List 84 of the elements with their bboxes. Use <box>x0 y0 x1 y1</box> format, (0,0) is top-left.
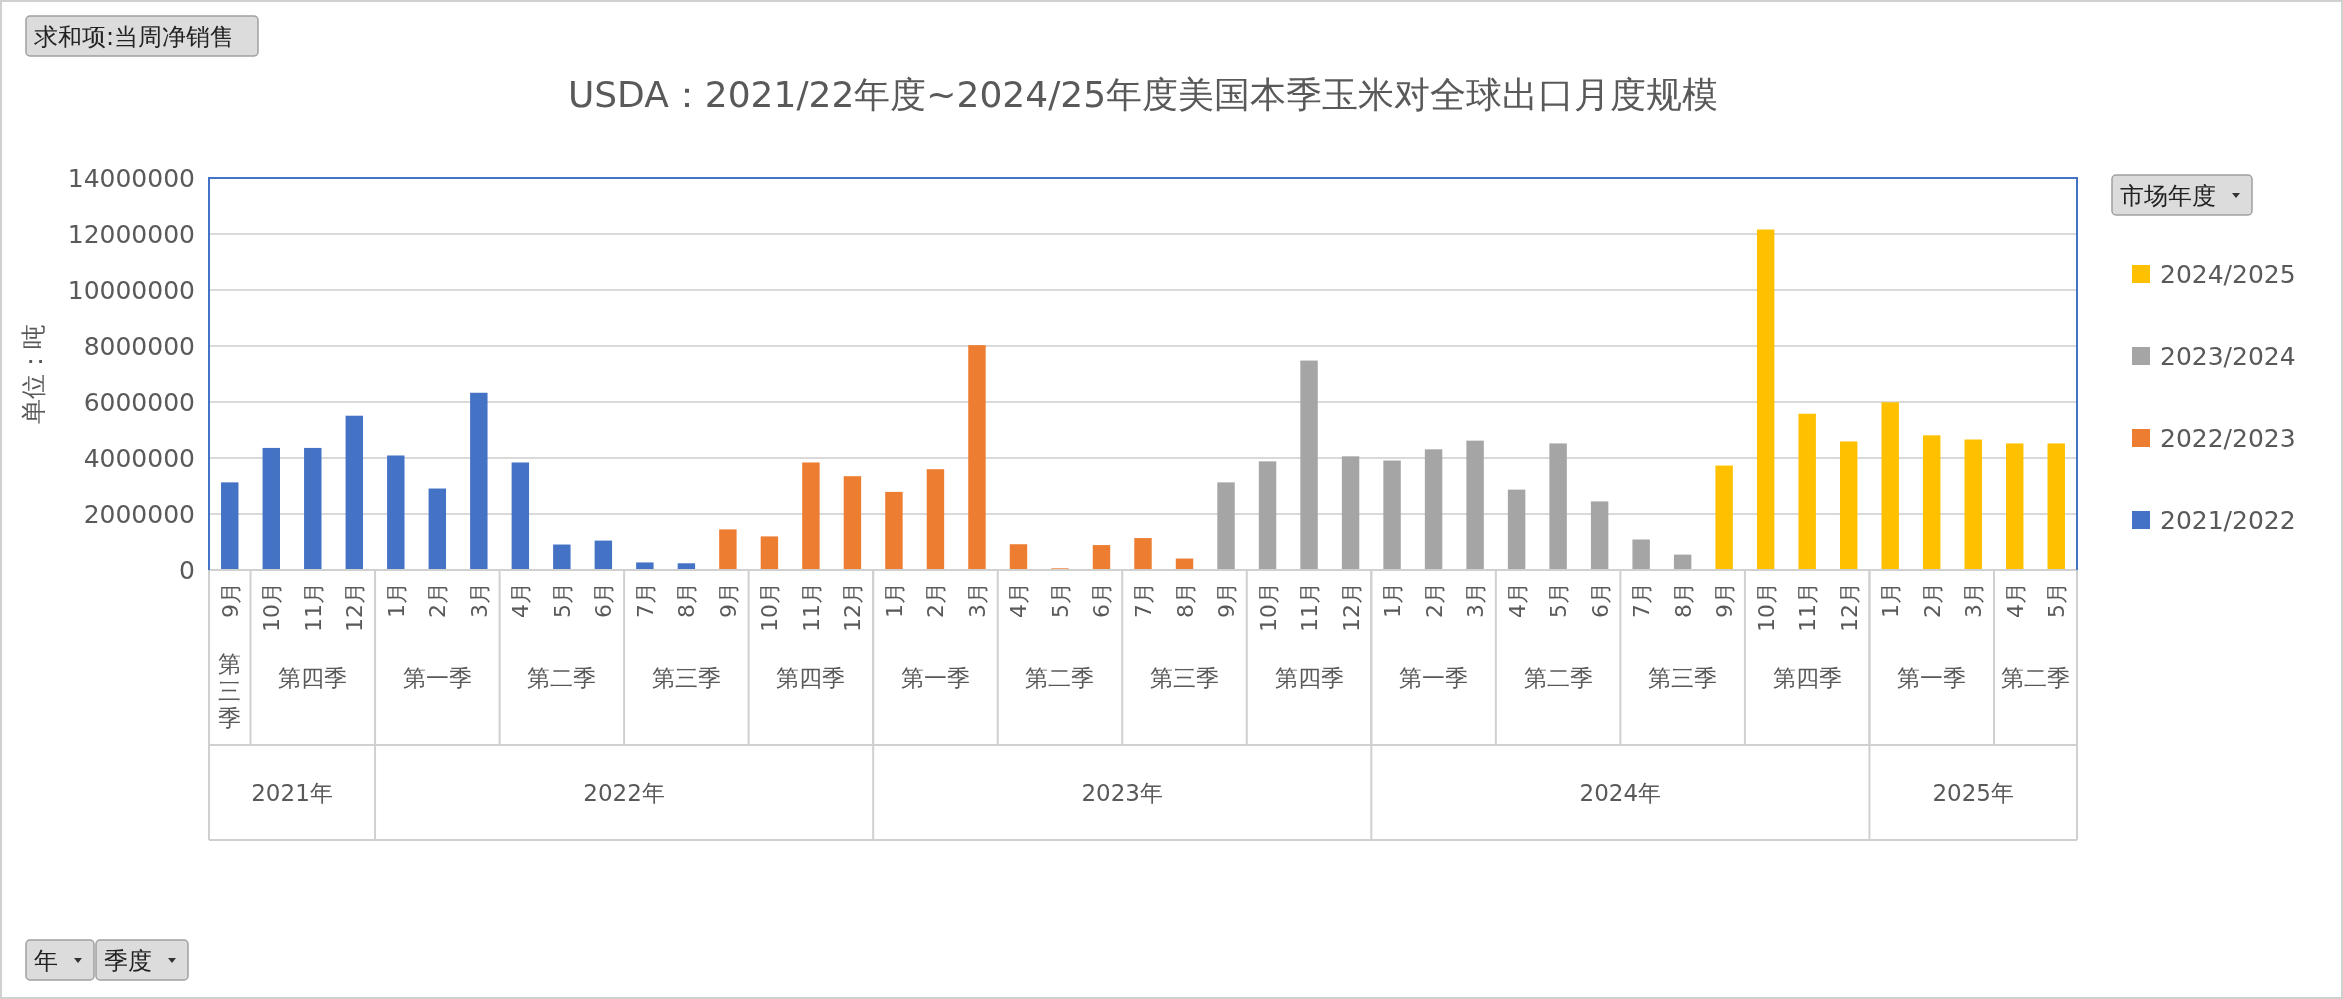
x-tick-label: 6月 <box>591 582 617 618</box>
x-tick-label: 3月 <box>1463 582 1489 618</box>
x-tick-label: 3月 <box>466 582 492 618</box>
text: 第四季 <box>1772 664 1842 691</box>
x-tick-label: 4月 <box>1006 582 1032 618</box>
y-tick-label: 4000000 <box>83 444 195 473</box>
text: 2025年 <box>1932 779 2014 806</box>
x-tick-label: 12月 <box>1836 582 1862 632</box>
x-tick-label: 9月 <box>1214 582 1240 618</box>
x-tick-label: 7月 <box>1131 582 1156 618</box>
x-tick-label: 2月 <box>425 582 451 618</box>
x-tick-label: 8月 <box>1172 582 1198 618</box>
text: 季度 <box>104 947 152 975</box>
text: 2023年 <box>1081 779 1164 806</box>
y-tick-label: 8000000 <box>83 332 195 361</box>
x-tick-label: 5月 <box>1546 582 1572 618</box>
x-tick-label: 11月 <box>1297 582 1323 632</box>
x-tick-label: 9月 <box>1712 582 1738 618</box>
x-tick-label: 4月 <box>1504 582 1530 618</box>
x-tick-label: 4月 <box>508 582 534 618</box>
text: 第四季 <box>776 664 846 691</box>
y-tick-label: 10000000 <box>67 276 195 305</box>
x-tick-label: 8月 <box>1670 582 1696 618</box>
text: 第三季 <box>651 664 721 691</box>
x-tick-label: 9月 <box>217 582 243 618</box>
legend-label: 2023/2024 <box>2160 342 2296 371</box>
x-tick-label: 5月 <box>1047 582 1073 618</box>
text: 第二季 <box>1025 664 1095 691</box>
text: 年 <box>34 947 58 975</box>
x-tick-label: 8月 <box>674 582 700 618</box>
text: 求和项:当周净销售 <box>34 23 235 51</box>
x-tick-label: 7月 <box>1629 582 1655 618</box>
x-tick-label: 12月 <box>1338 582 1364 632</box>
x-tick-label: 3月 <box>964 582 990 618</box>
x-tick-label: 12月 <box>342 582 368 632</box>
text: 第三季 <box>218 651 242 731</box>
y-tick-label: 6000000 <box>83 388 195 417</box>
text: 第四季 <box>1274 664 1344 691</box>
x-tick-label: 4月 <box>2002 582 2028 618</box>
x-tick-label: 12月 <box>840 582 866 632</box>
text: 第一季 <box>402 664 472 691</box>
x-tick-label: 11月 <box>798 582 824 632</box>
legend-label: 2022/2023 <box>2160 424 2296 453</box>
text: 2021年 <box>251 779 333 806</box>
x-tick-label: 10月 <box>757 582 783 632</box>
x-tick-label: 5月 <box>2044 582 2070 618</box>
x-tick-label: 10月 <box>259 582 285 632</box>
y-axis-title: 单位：吨 <box>19 324 48 424</box>
x-tick-label: 2月 <box>1919 582 1945 618</box>
x-tick-label: 1月 <box>1878 582 1904 618</box>
x-tick-label: 2月 <box>1421 582 1447 618</box>
x-tick-label: 9月 <box>715 582 741 618</box>
text: 第三季 <box>1150 664 1220 691</box>
text: 第三季 <box>1648 664 1718 691</box>
x-tick-label: 10月 <box>1753 582 1779 632</box>
text: 第二季 <box>2000 664 2070 691</box>
text: 第二季 <box>1523 664 1593 691</box>
x-tick-label: 6月 <box>1587 582 1613 618</box>
x-tick-label: 5月 <box>549 582 575 618</box>
legend-title: 市场年度 <box>2120 182 2216 210</box>
x-tick-label: 11月 <box>1795 582 1821 632</box>
x-tick-label: 2月 <box>923 582 949 618</box>
y-tick-label: 2000000 <box>83 500 195 529</box>
y-tick-label: 14000000 <box>67 164 195 193</box>
y-tick-label: 0 <box>179 556 195 585</box>
x-tick-label: 7月 <box>632 582 658 618</box>
x-tick-label: 6月 <box>1089 582 1115 618</box>
text: 2024年 <box>1579 779 1662 806</box>
legend-label: 2021/2022 <box>2160 506 2296 535</box>
x-tick-label: 1月 <box>383 582 409 618</box>
text: 2022年 <box>583 779 665 806</box>
x-tick-label: 10月 <box>1255 582 1281 632</box>
x-tick-label: 1月 <box>881 582 907 618</box>
text: 第一季 <box>900 664 970 691</box>
text: 第二季 <box>527 664 597 691</box>
x-tick-label: 3月 <box>1961 582 1987 618</box>
text: 第一季 <box>1399 664 1469 691</box>
x-tick-label: 1月 <box>1380 582 1406 618</box>
x-tick-label: 11月 <box>300 582 326 632</box>
legend-label: 2024/2025 <box>2160 260 2296 289</box>
text: 第四季 <box>278 664 348 691</box>
text: 第一季 <box>1897 664 1967 691</box>
chart-title: USDA：2021/22年度~2024/25年度美国本季玉米对全球出口月度规模 <box>567 74 1719 115</box>
y-tick-label: 12000000 <box>67 220 195 249</box>
